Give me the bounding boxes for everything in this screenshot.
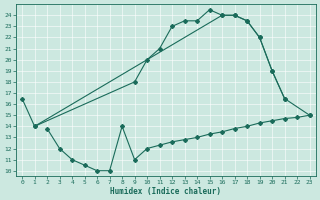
X-axis label: Humidex (Indice chaleur): Humidex (Indice chaleur): [110, 187, 221, 196]
